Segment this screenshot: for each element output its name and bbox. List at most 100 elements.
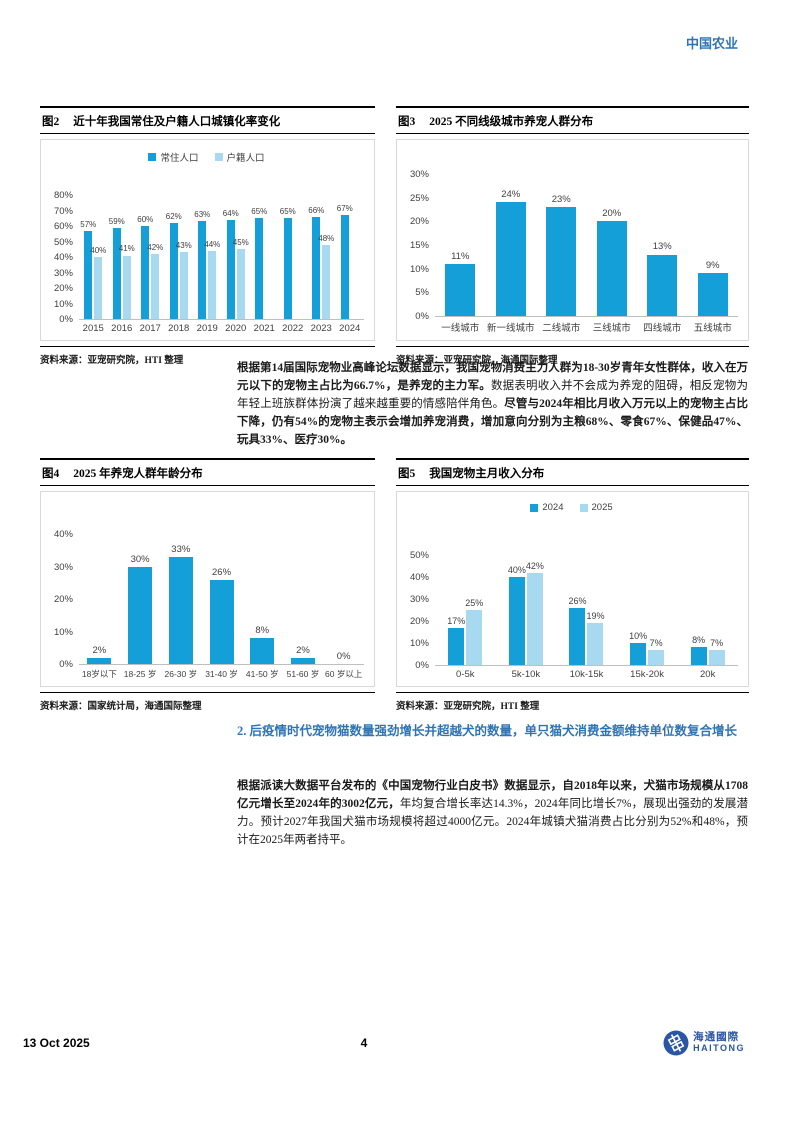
y-tick-label: 30%: [409, 169, 429, 180]
chart-plot: 17% 25% 0-5k 40% 42% 5k-10k 26% 19% 10k-15k 10% 7%…: [435, 555, 738, 680]
figure-3-source: 资料来源：亚宠研究院，海通国际整理: [396, 346, 749, 366]
x-tick-label: 10k-15k: [569, 669, 604, 680]
bar-column: 7%: [648, 555, 665, 665]
chart-main: 0% 10% 20% 30% 40% 50% 17% 25% 0-5k 40% 42% 5k-10k 2…: [405, 550, 738, 680]
bar-value-label: 11%: [451, 250, 470, 262]
bar: [208, 250, 217, 319]
category-bars: 2%: [87, 534, 112, 664]
bar: [340, 215, 349, 319]
x-tick-label: 2020: [225, 323, 247, 334]
bar: [179, 252, 188, 319]
x-axis-line: [435, 316, 738, 317]
bar: [290, 657, 315, 664]
bar-value-label: 7%: [710, 637, 724, 648]
category-bars: 10% 7%: [629, 555, 665, 665]
legend-swatch: [214, 153, 223, 161]
category-cell: 8% 7% 20k: [677, 555, 738, 680]
bar-column: 40%: [507, 555, 526, 665]
chart-legend: 2024 2025: [405, 500, 738, 513]
y-tick-label: 80%: [53, 190, 73, 201]
bar-column: 17%: [447, 555, 466, 665]
bar-value-label: 2%: [92, 644, 107, 656]
category-bars: 67%: [337, 195, 359, 319]
bar-column: 8%: [690, 555, 707, 665]
category-cell: 33% 26-30 岁: [160, 534, 201, 680]
legend-swatch: [530, 503, 539, 512]
bar: [708, 649, 725, 665]
figure-5-label: 图5: [398, 468, 416, 480]
category-bars: 2%: [290, 534, 315, 664]
footer-page-number: 4: [360, 1036, 368, 1050]
category-cell: 59% 41% 2016: [108, 195, 137, 334]
y-tick-label: 60%: [53, 221, 73, 232]
bar: [128, 566, 153, 664]
bar: [236, 249, 245, 319]
y-tick-label: 10%: [53, 298, 73, 310]
bar-value-label: 67%: [336, 204, 353, 214]
haitong-logo-text: 海通國際 HAITONG: [693, 1032, 745, 1053]
bar-column: 64%: [223, 195, 239, 319]
x-tick-label: 一线城市: [441, 323, 480, 334]
category-bars: 65%: [251, 195, 273, 319]
paragraph-1: 根据第14届国际宠物业高峰论坛数据显示，我国宠物消费主力人群为18-30岁青年女…: [237, 359, 748, 449]
bar-column: 63%: [194, 195, 210, 319]
bar-value-label: 40%: [507, 565, 526, 575]
legend-item: 2025: [579, 502, 613, 513]
bar: [630, 643, 647, 665]
category-bars: 62% 43%: [166, 195, 192, 319]
bar: [445, 263, 476, 316]
x-tick-label: 5k-10k: [511, 669, 541, 680]
category-cell: 2% 51-60 岁: [283, 534, 324, 680]
bar-value-label: 66%: [308, 205, 325, 215]
bar-value-label: 42%: [147, 242, 164, 252]
haitong-logo: 海通國際 HAITONG: [663, 1030, 745, 1056]
category-bars: 40% 42%: [507, 555, 544, 665]
bar-value-label: 26%: [568, 595, 587, 606]
bar-value-label: 10%: [629, 631, 648, 641]
x-tick-label: 五线城市: [693, 323, 732, 334]
figure-2-label: 图2: [42, 116, 60, 128]
figure-4: 图4 2025 年养宠人群年龄分布 0% 10% 20% 30% 40% 2% 18岁以下 3…: [40, 458, 375, 712]
bar: [448, 627, 465, 665]
figure-2: 图2 近十年我国常住及户籍人口城镇化率变化 常住人口 户籍人口 0% 10% 20% 30…: [40, 106, 375, 366]
bar-column: 8%: [250, 534, 275, 664]
category-cell: 2% 18岁以下: [79, 534, 120, 680]
bar-value-label: 23%: [551, 194, 571, 206]
figure-4-chart: 0% 10% 20% 30% 40% 2% 18岁以下 30% 18-25 岁 33% 26-30 …: [40, 491, 375, 687]
bar: [168, 556, 193, 664]
footer-date: 13 Oct 2025: [23, 1036, 90, 1050]
legend-label: 常住人口: [160, 153, 199, 164]
bar-column: 67%: [337, 195, 353, 319]
bar: [226, 219, 235, 319]
bar: [209, 579, 234, 664]
haitong-logo-icon: [663, 1030, 689, 1056]
x-tick-label: 2019: [196, 323, 218, 334]
x-tick-label: 41-50 岁: [245, 669, 279, 679]
paragraph-1-normal: 数据表明收入并不会成为养宠的阻碍，相反宠物为年轻上班族群体扮演了越来越重要的情感…: [237, 379, 748, 410]
category-cell: 65% 2021: [250, 195, 279, 334]
x-tick-label: 51-60 岁: [286, 669, 320, 679]
category-bars: 64% 45%: [223, 195, 249, 319]
category-bars: 33%: [168, 534, 193, 664]
figure-3: 图3 2025 不同线级城市养宠人群分布 0% 5% 10% 15% 20% 25% 30%…: [396, 106, 749, 366]
figure-5: 图5 我国宠物主月收入分布 2024 2025 0% 10% 20% 30% 40% 50% 1…: [396, 458, 749, 712]
bar-column: 20%: [596, 174, 627, 316]
category-bars: 57% 40%: [80, 195, 106, 319]
bar: [87, 657, 112, 664]
bar-value-label: 8%: [692, 635, 706, 646]
category-bars: 17% 25%: [447, 555, 483, 665]
bar-column: 2%: [87, 534, 112, 664]
x-tick-label: 2018: [168, 323, 190, 334]
y-tick-label: 30%: [409, 594, 429, 605]
category-cell: 9% 五线城市: [688, 174, 739, 334]
bar-value-label: 17%: [447, 615, 466, 626]
category-bars: 66% 48%: [308, 195, 334, 319]
bar-value-label: 65%: [251, 207, 268, 217]
bar: [569, 607, 586, 665]
x-tick-label: 二线城市: [542, 323, 581, 334]
bar-value-label: 33%: [171, 543, 191, 555]
x-tick-label: 2021: [253, 323, 275, 334]
x-axis-line: [79, 319, 364, 320]
bar-column: 9%: [697, 174, 728, 316]
category-cell: 23% 二线城市: [536, 174, 587, 334]
